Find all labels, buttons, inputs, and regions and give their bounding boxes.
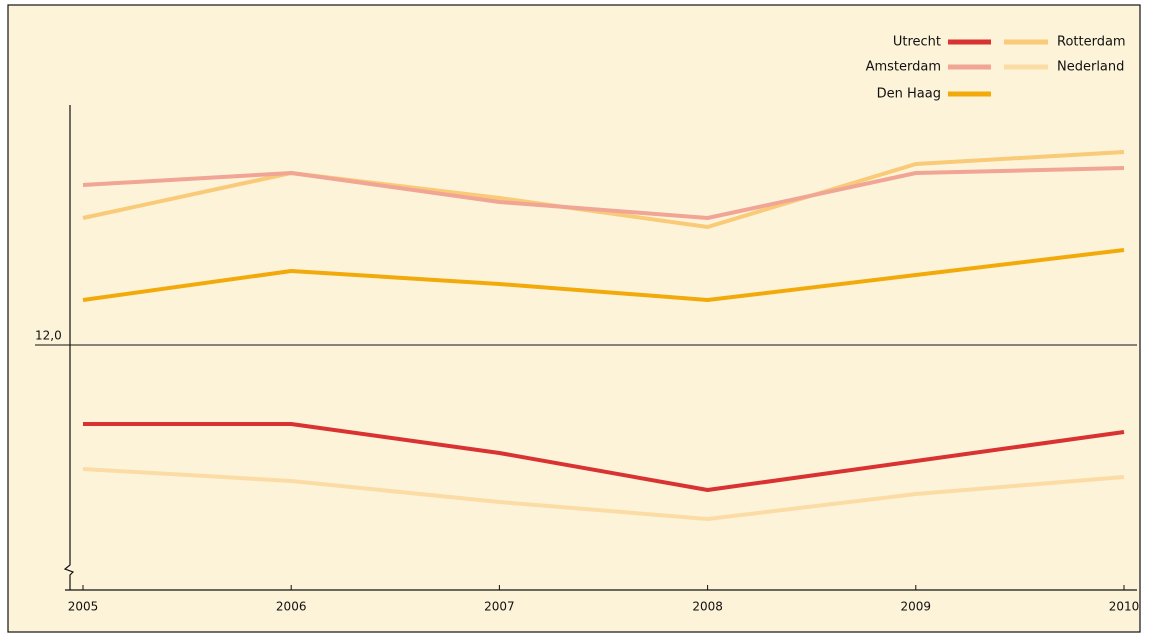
y-tick-label: 12,0 xyxy=(35,329,62,343)
y-axis xyxy=(63,105,75,590)
series-line xyxy=(83,422,1125,492)
x-tick-label: 2007 xyxy=(484,600,515,614)
legend-label: Nederland xyxy=(1057,60,1124,75)
x-tick-label: 2010 xyxy=(1109,600,1140,614)
chart-frame xyxy=(7,4,1141,633)
legend-label: Rotterdam xyxy=(1057,35,1126,50)
x-tick-label: 2008 xyxy=(692,600,723,614)
series-line xyxy=(82,166,1125,220)
legend-label: Utrecht xyxy=(893,35,941,50)
x-tick-label: 2005 xyxy=(68,600,99,614)
series-line xyxy=(82,248,1125,302)
x-tick-label: 2009 xyxy=(901,600,932,614)
legend-label: Den Haag xyxy=(877,87,941,102)
series-line xyxy=(82,467,1125,521)
x-tick-label: 2006 xyxy=(276,600,307,614)
legend-label: Amsterdam xyxy=(866,60,941,75)
series-line xyxy=(82,150,1125,229)
